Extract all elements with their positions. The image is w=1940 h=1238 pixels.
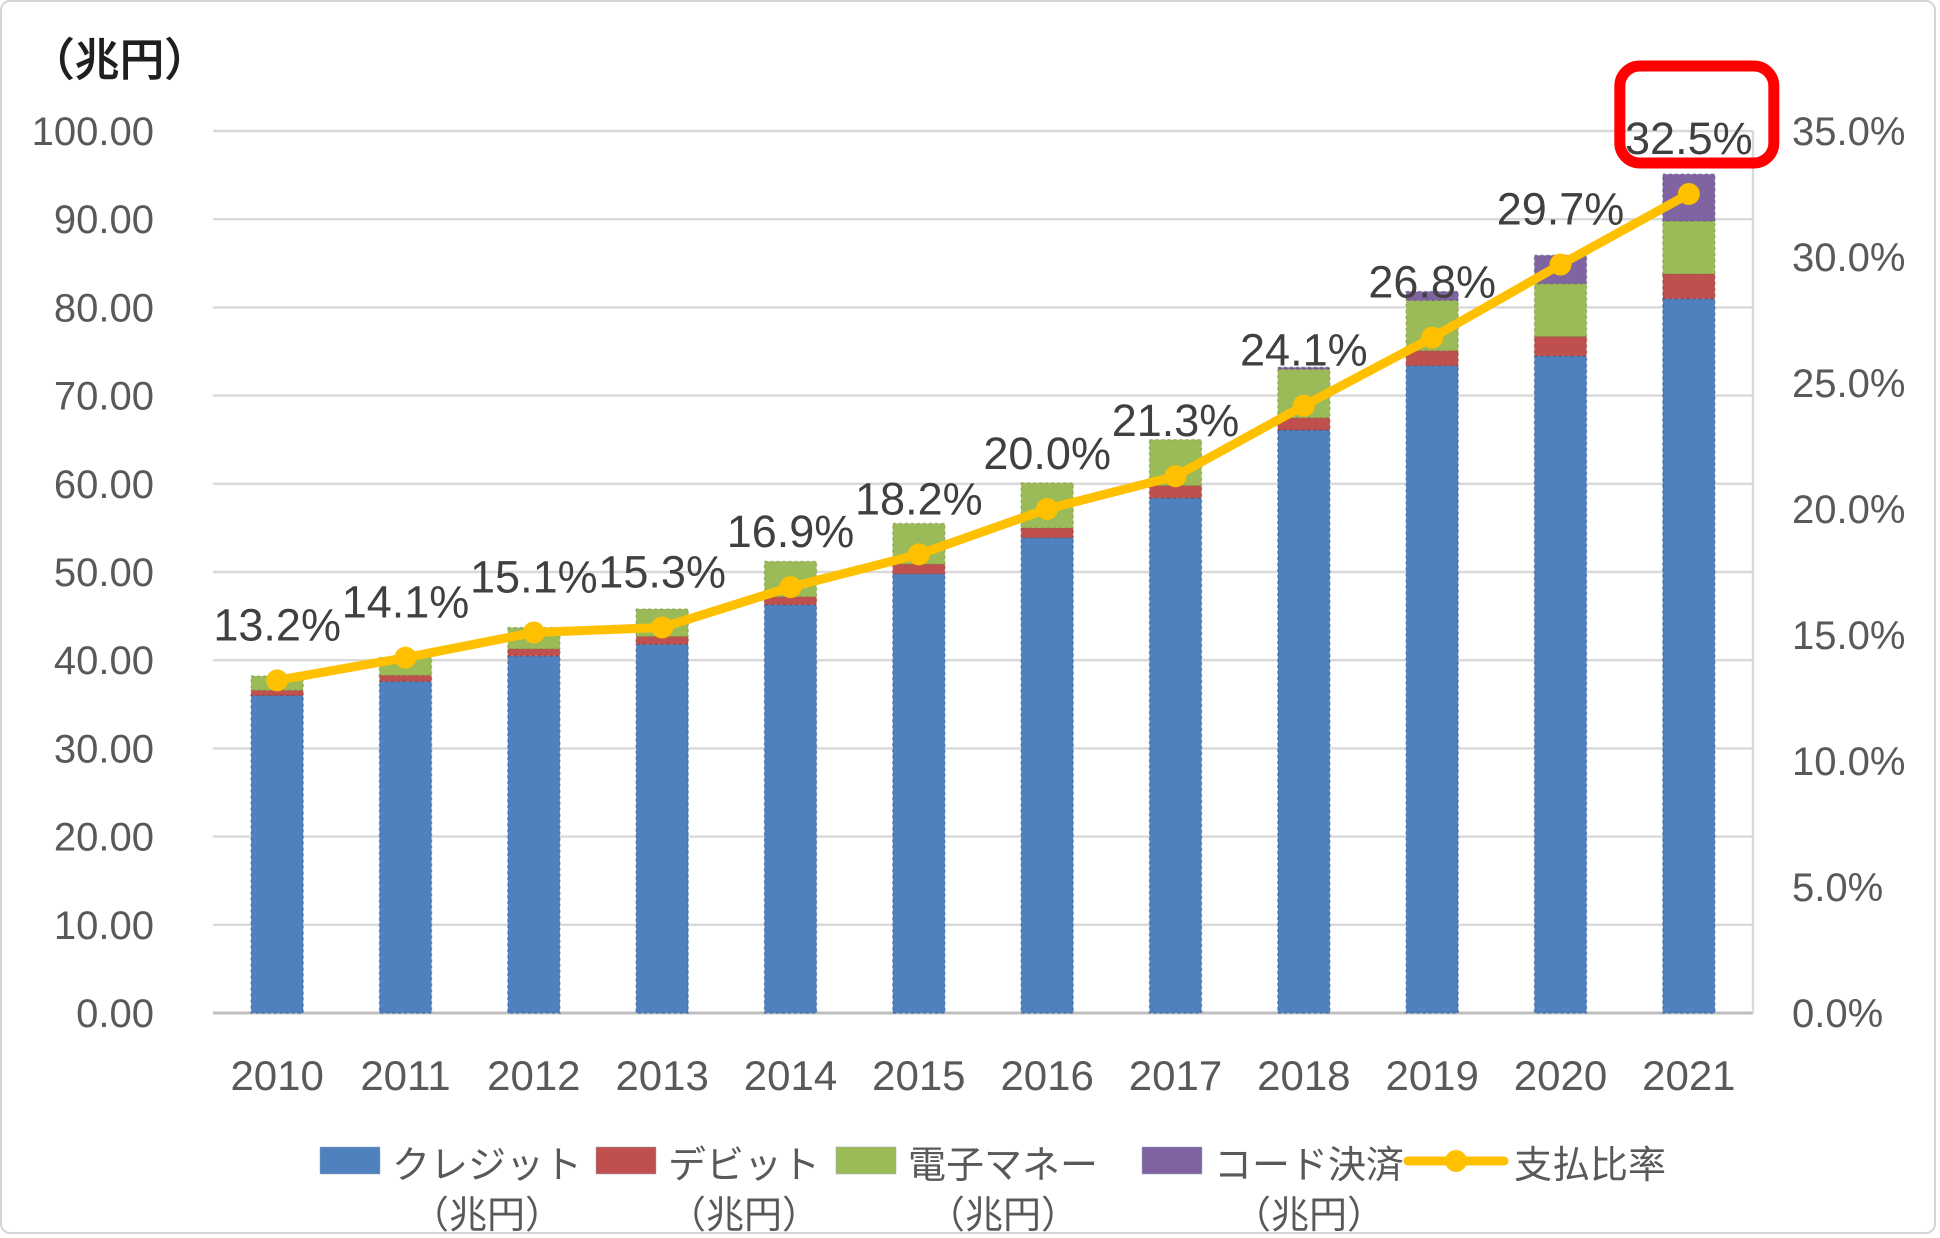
bar-segment <box>1020 536 1074 1014</box>
legend-label-unit: （兆円） <box>1233 1195 1385 1236</box>
left-axis-title: （兆円） <box>30 36 210 85</box>
right-axis-tick: 10.0% <box>1792 740 1905 784</box>
line-marker <box>907 543 930 566</box>
year-label: 2012 <box>487 1052 580 1099</box>
left-axis-tick: 60.00 <box>54 463 154 507</box>
bar-segment <box>507 655 561 1014</box>
legend-label: コード決済 <box>1214 1145 1404 1187</box>
right-axis-tick: 0.0% <box>1792 992 1883 1036</box>
legend-swatch <box>1141 1146 1203 1175</box>
line-marker <box>1164 465 1187 488</box>
legend-label-unit: （兆円） <box>411 1195 563 1236</box>
highlight-box <box>1614 60 1780 169</box>
bar-segment <box>250 694 304 1014</box>
line-marker <box>779 576 802 599</box>
legend-label: デビット <box>668 1145 820 1187</box>
year-label: 2021 <box>1642 1052 1735 1099</box>
line-marker <box>1421 326 1444 349</box>
year-label: 2018 <box>1257 1052 1350 1099</box>
ratio-data-label: 15.1% <box>470 551 598 602</box>
bar-segment <box>1405 290 1459 302</box>
year-label: 2020 <box>1514 1052 1607 1099</box>
bar-segment <box>1405 349 1459 367</box>
bar-segment <box>378 674 433 683</box>
left-axis-tick: 70.00 <box>54 375 154 419</box>
year-label: 2015 <box>872 1052 965 1099</box>
ratio-data-label: 21.3% <box>1112 395 1240 446</box>
bar-segment <box>507 648 561 657</box>
bar-segment <box>635 643 689 1014</box>
legend-swatch <box>319 1146 381 1175</box>
left-axis-tick: 30.00 <box>54 727 154 771</box>
legend-label-unit: （兆円） <box>668 1195 820 1236</box>
line-marker <box>1036 498 1059 520</box>
right-axis-tick: 25.0% <box>1792 362 1905 406</box>
year-label: 2011 <box>360 1052 450 1099</box>
ratio-data-label: 13.2% <box>213 599 341 650</box>
line-marker <box>394 646 417 669</box>
bar-segment <box>1148 497 1203 1014</box>
year-label: 2017 <box>1129 1052 1222 1099</box>
left-axis-tick: 80.00 <box>54 286 154 330</box>
left-axis-tick: 100.00 <box>32 110 154 154</box>
ratio-data-label: 32.5% <box>1625 113 1753 164</box>
bar-segment <box>1662 220 1716 275</box>
bar-segment <box>1405 364 1459 1014</box>
bar-segment <box>1533 282 1588 338</box>
legend-label: クレジット <box>392 1145 582 1187</box>
line-marker <box>1677 183 1700 205</box>
ratio-line <box>272 189 1694 685</box>
bar-segment <box>1148 484 1203 499</box>
ratio-data-label: 15.3% <box>598 546 726 597</box>
bar-segment <box>763 603 818 1014</box>
bar-segment <box>1277 366 1331 370</box>
right-axis-tick: 5.0% <box>1792 866 1883 910</box>
bar-segment <box>1662 297 1716 1014</box>
line-marker <box>1292 394 1315 417</box>
ratio-data-label: 29.7% <box>1497 184 1625 235</box>
left-axis-tick: 0.00 <box>76 992 154 1036</box>
ratio-data-label: 24.1% <box>1240 325 1368 376</box>
ratio-data-label: 14.1% <box>342 577 470 628</box>
legend-swatch <box>835 1146 897 1175</box>
bar-segment <box>1020 527 1074 539</box>
year-label: 2010 <box>230 1052 323 1099</box>
legend-line-marker <box>1445 1150 1467 1172</box>
right-axis-tick: 20.0% <box>1792 488 1905 532</box>
left-axis-tick: 10.00 <box>54 904 154 948</box>
line-marker <box>1549 253 1572 276</box>
left-axis-tick: 50.00 <box>54 551 154 595</box>
bar-segment <box>1662 273 1716 300</box>
bar-segment <box>892 573 946 1014</box>
ratio-data-label: 20.0% <box>983 428 1111 479</box>
left-axis-tick: 40.00 <box>54 639 154 683</box>
left-axis-tick: 20.00 <box>54 816 154 860</box>
legend-label-unit: （兆円） <box>927 1195 1079 1236</box>
right-axis-tick: 15.0% <box>1792 614 1905 658</box>
line-marker <box>266 669 289 692</box>
line-marker <box>651 616 674 639</box>
bar-segment <box>378 680 433 1014</box>
year-label: 2014 <box>744 1052 837 1099</box>
right-axis-tick: 30.0% <box>1792 236 1905 280</box>
line-marker <box>522 621 545 644</box>
legend-swatch <box>595 1146 657 1175</box>
year-label: 2013 <box>615 1052 708 1099</box>
left-axis-tick: 90.00 <box>54 198 154 242</box>
bar-segment <box>1533 355 1588 1014</box>
ratio-data-label: 26.8% <box>1368 257 1496 308</box>
ratio-data-label: 18.2% <box>855 473 983 524</box>
ratio-data-label: 16.9% <box>727 506 855 557</box>
bar-segment <box>892 563 946 575</box>
bar-segment <box>1533 335 1588 357</box>
bar-segment <box>1277 429 1331 1014</box>
legend-label: 支払比率 <box>1514 1145 1666 1187</box>
right-axis-tick: 35.0% <box>1792 110 1905 154</box>
year-label: 2019 <box>1385 1052 1478 1099</box>
legend-label: 電子マネー <box>908 1145 1098 1187</box>
year-label: 2016 <box>1000 1052 1093 1099</box>
